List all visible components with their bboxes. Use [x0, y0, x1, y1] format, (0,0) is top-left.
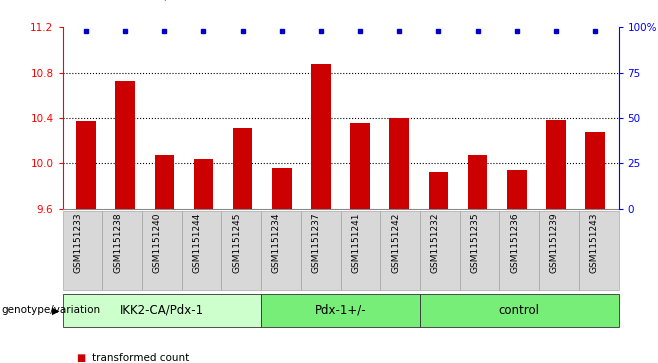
Bar	[428, 172, 448, 209]
Bar	[233, 128, 253, 209]
Text: GSM1151234: GSM1151234	[272, 212, 281, 273]
Bar	[115, 81, 135, 209]
Text: GSM1151239: GSM1151239	[550, 212, 559, 273]
Text: GSM1151233: GSM1151233	[74, 212, 82, 273]
Text: GSM1151238: GSM1151238	[113, 212, 122, 273]
Text: ▶: ▶	[52, 305, 59, 315]
Text: GSM1151235: GSM1151235	[470, 212, 480, 273]
Bar	[507, 170, 526, 209]
Bar	[311, 64, 331, 209]
Text: GSM1151244: GSM1151244	[193, 212, 201, 273]
Bar	[546, 120, 566, 209]
Text: GSM1151232: GSM1151232	[431, 212, 440, 273]
Text: transformed count: transformed count	[92, 352, 190, 363]
Bar	[390, 118, 409, 209]
Bar	[76, 121, 96, 209]
Bar	[585, 131, 605, 209]
Bar	[193, 159, 213, 209]
Text: GSM1151236: GSM1151236	[510, 212, 519, 273]
Text: genotype/variation: genotype/variation	[1, 305, 101, 315]
Text: GSM1151242: GSM1151242	[391, 212, 400, 273]
Text: control: control	[499, 304, 540, 317]
Bar	[468, 155, 488, 209]
Text: IKK2-CA/Pdx-1: IKK2-CA/Pdx-1	[120, 304, 204, 317]
Text: Pdx-1+/-: Pdx-1+/-	[315, 304, 367, 317]
Text: GDS4933 / 10360185: GDS4933 / 10360185	[95, 0, 245, 2]
Text: GSM1151241: GSM1151241	[351, 212, 361, 273]
Bar	[155, 155, 174, 209]
Text: ■: ■	[76, 352, 85, 363]
Text: GSM1151245: GSM1151245	[232, 212, 241, 273]
Bar	[350, 122, 370, 209]
Bar	[272, 168, 291, 209]
Text: GSM1151240: GSM1151240	[153, 212, 162, 273]
Text: GSM1151237: GSM1151237	[312, 212, 320, 273]
Text: GSM1151243: GSM1151243	[590, 212, 599, 273]
